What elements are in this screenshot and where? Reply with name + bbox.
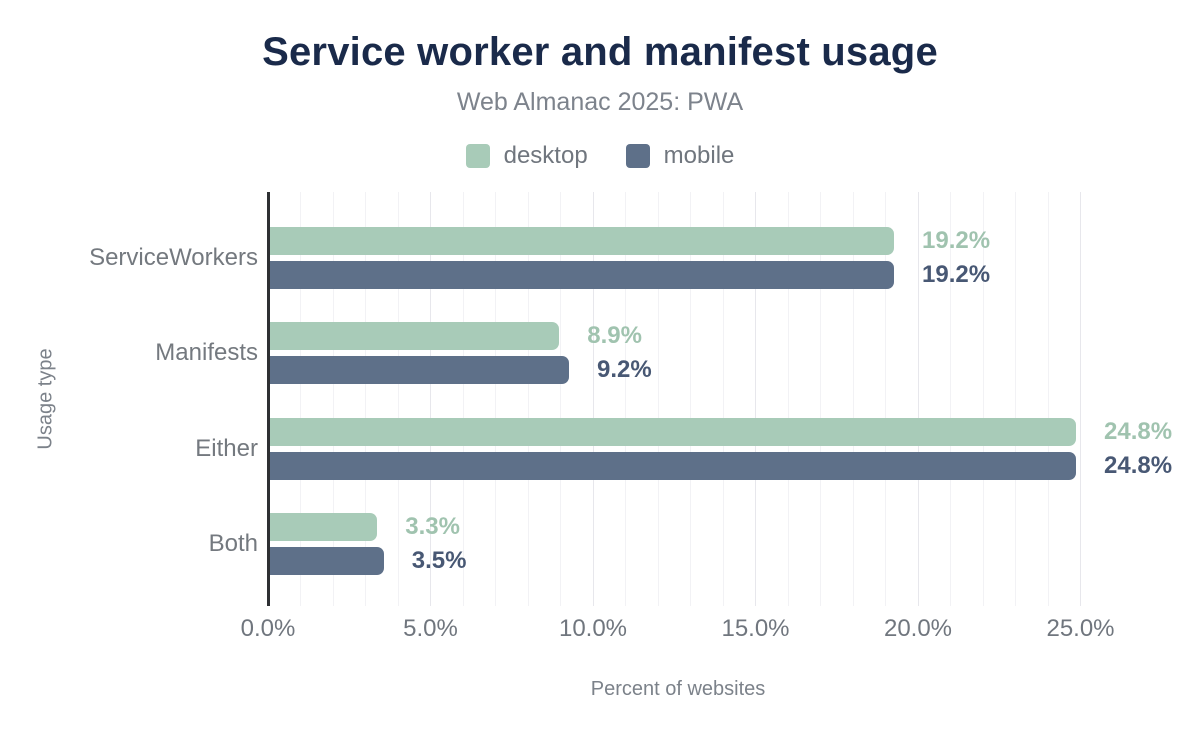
gridline: [527, 192, 529, 606]
gridline: [657, 192, 659, 606]
category-label-manifests: Manifests: [155, 339, 258, 367]
x-tick-label-25: 25.0%: [1046, 615, 1115, 642]
gridline: [462, 192, 464, 606]
value-label-desktop-either: 24.8%: [1104, 417, 1173, 445]
y-axis-line: [267, 192, 270, 606]
gridline: [1080, 192, 1081, 606]
bar-mobile-manifests[interactable]: [270, 356, 569, 385]
gridline: [950, 192, 951, 606]
value-label-mobile-both: 3.5%: [411, 546, 467, 574]
chart-subtitle: Web Almanac 2025: PWA: [456, 88, 744, 116]
gridline: [397, 192, 399, 606]
gridline: [365, 192, 366, 606]
legend-item-desktop: desktop: [465, 142, 588, 170]
legend-label-mobile: mobile: [663, 142, 735, 169]
bar-mobile-either[interactable]: [270, 451, 1076, 480]
gridline: [1047, 192, 1049, 606]
value-label-desktop-manifests: 8.9%: [587, 322, 642, 350]
desktop-swatch-icon: [465, 144, 490, 168]
gridline: [560, 192, 561, 606]
legend-item-mobile: mobile: [625, 142, 735, 170]
category-label-either: Either: [195, 434, 258, 462]
value-label-desktop-serviceworkers: 19.2%: [922, 227, 991, 254]
value-label-mobile-manifests: 9.2%: [597, 356, 652, 384]
gridline: [885, 192, 886, 606]
chart-title: Service worker and manifest usage: [262, 30, 938, 74]
gridline: [787, 192, 789, 606]
gridline: [625, 192, 626, 606]
value-label-desktop-both: 3.3%: [405, 512, 460, 540]
x-tick-label-5: 5.0%: [403, 615, 458, 642]
gridline: [755, 192, 756, 606]
gridline: [852, 192, 854, 606]
legend-label-desktop: desktop: [503, 142, 588, 169]
gridline: [982, 192, 984, 606]
gridline: [332, 192, 334, 606]
x-tick-label-0: 0.0%: [240, 615, 296, 642]
gridline: [722, 192, 724, 606]
gridline: [690, 192, 691, 606]
bar-mobile-both[interactable]: [270, 546, 384, 575]
gridline: [300, 192, 301, 606]
bar-mobile-serviceworkers[interactable]: [270, 261, 894, 289]
bar-desktop-both[interactable]: [270, 512, 378, 541]
bar-desktop-serviceworkers[interactable]: [270, 227, 894, 255]
gridline: [430, 192, 431, 606]
value-label-mobile-serviceworkers: 19.2%: [922, 261, 991, 288]
bar-desktop-manifests[interactable]: [270, 322, 560, 351]
x-tick-label-20: 20.0%: [883, 615, 953, 642]
value-label-mobile-either: 24.8%: [1104, 451, 1173, 479]
category-label-serviceworkers: ServiceWorkers: [89, 244, 258, 271]
legend: desktop mobile: [0, 142, 1200, 170]
x-tick-label-10: 10.0%: [558, 615, 628, 642]
plot-area: 19.2% 19.2% 8.9% 9.2% 24.8% 24.8% 3.3% 3.5%: [267, 192, 1172, 606]
x-axis-title: Percent of websites: [590, 678, 766, 700]
gridline: [495, 192, 496, 606]
gridline: [1015, 192, 1016, 606]
gridline: [820, 192, 821, 606]
gridline: [592, 192, 594, 606]
x-tick-label-15: 15.0%: [721, 615, 790, 642]
bar-desktop-either[interactable]: [270, 417, 1076, 446]
gridline: [917, 192, 919, 606]
category-label-both: Both: [208, 529, 258, 557]
mobile-swatch-icon: [625, 144, 650, 168]
